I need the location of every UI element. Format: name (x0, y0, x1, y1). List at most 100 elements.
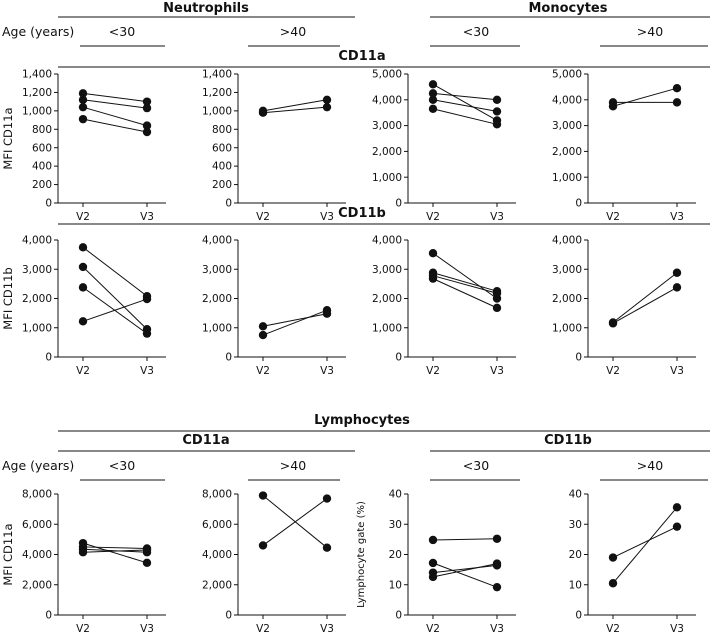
series-line (82, 549, 148, 553)
y-tick-label: 3,000 (22, 264, 52, 276)
data-point (492, 534, 502, 543)
data-point (322, 102, 332, 112)
y-tick-label: 30 (389, 519, 402, 531)
header-neutrophils: Neutrophils (163, 1, 249, 16)
y-tick-label: 1,000 (552, 322, 582, 334)
data-point (258, 541, 268, 550)
y-tick-label: 2,000 (202, 293, 232, 305)
data-point (492, 289, 502, 298)
series-line (262, 106, 328, 114)
series-line (432, 562, 498, 588)
data-point (142, 558, 152, 568)
series-line (82, 298, 148, 322)
y-tick-label: 4,000 (202, 549, 232, 561)
x-tick-label: V2 (606, 365, 620, 377)
age-young-neutrophils: <30 (109, 24, 135, 39)
x-tick-label: V2 (606, 211, 620, 223)
header-monocytes: Monocytes (528, 1, 607, 16)
header-lym-cd11b: CD11b (544, 433, 592, 448)
y-tick-label: 1,000 (22, 322, 52, 334)
data-point (78, 283, 88, 292)
x-tick-label: V2 (76, 365, 90, 377)
series-line (262, 99, 328, 112)
y-tick-label: 1,000 (372, 322, 402, 334)
y-tick-label: 1,400 (22, 69, 52, 81)
age-young-lym-cd11a: <30 (109, 458, 135, 473)
data-point (428, 95, 438, 105)
y-tick-label: 400 (32, 161, 52, 173)
age-old-monocytes: >40 (637, 24, 663, 39)
y-tick-label: 2,000 (372, 146, 402, 158)
y-tick-label: 0 (45, 352, 52, 364)
series-line (82, 542, 148, 564)
y-tick-label: 8,000 (22, 489, 52, 501)
x-tick-label: V3 (670, 211, 684, 223)
x-tick-label: V2 (256, 365, 270, 377)
y-axis-title: MFI CD11a (1, 523, 15, 585)
y-tick-label: 4,000 (22, 549, 52, 561)
chart-lym-cd11a-young: 0 2,000 4,000 6,000 8,000 V2 V3 MFI CD11a (1, 489, 166, 634)
series-line (432, 272, 498, 292)
data-point (142, 103, 152, 113)
y-tick-label: 1,000 (202, 322, 232, 334)
y-tick-label: 200 (32, 179, 52, 191)
x-tick-label: V2 (426, 623, 440, 634)
y-tick-label: 10 (569, 579, 582, 591)
y-tick-label: 5,000 (372, 69, 402, 81)
x-tick-label: V3 (320, 365, 334, 377)
y-axis-title: MFI CD11b (1, 267, 15, 329)
x-tick-label: V3 (490, 365, 504, 377)
data-point (322, 95, 332, 105)
series-line (82, 92, 148, 103)
chart-neu-cd11a-old: 0 200 400 600 800 1,000 1,200 1,400 V2 V3 (202, 69, 346, 223)
series-line (432, 538, 498, 541)
data-point (492, 559, 502, 568)
data-point (78, 114, 88, 124)
y-tick-label: 1,000 (22, 105, 52, 117)
data-point (78, 262, 88, 272)
header-lymphocytes: Lymphocytes (314, 413, 410, 428)
y-tick-label: 200 (212, 179, 232, 191)
data-point (142, 294, 152, 304)
y-tick-label: 0 (225, 198, 232, 210)
age-young-monocytes: <30 (463, 24, 489, 39)
data-point (492, 303, 502, 313)
series-line (612, 506, 678, 584)
data-point (142, 329, 152, 338)
series-line (612, 272, 678, 323)
x-tick-label: V3 (320, 211, 334, 223)
data-point (428, 535, 438, 545)
y-tick-label: 0 (45, 198, 52, 210)
series-line (432, 275, 498, 294)
y-tick-label: 4,000 (552, 235, 582, 247)
y-tick-label: 4,000 (372, 235, 402, 247)
age-label-lym: Age (years) (2, 458, 74, 473)
data-point (428, 89, 438, 98)
series-line (262, 498, 328, 546)
data-point (608, 579, 618, 588)
y-tick-label: 600 (32, 142, 52, 154)
x-tick-label: V3 (320, 623, 334, 634)
x-tick-label: V3 (670, 623, 684, 634)
chart-neu-cd11b-old: 0 1,000 2,000 3,000 4,000 V2 V3 (202, 235, 346, 377)
y-tick-label: 2,000 (22, 293, 52, 305)
header-lym-cd11a: CD11a (182, 433, 229, 448)
data-point (258, 322, 268, 331)
data-point (78, 102, 88, 112)
series-line (432, 108, 498, 125)
age-label-top: Age (years) (2, 24, 74, 39)
chart-mono-cd11a-old: 0 1,000 2,000 3,000 4,000 5,000 V2 V3 (552, 69, 696, 223)
y-tick-label: 1,000 (552, 172, 582, 184)
series-line (82, 266, 148, 330)
x-tick-label: V2 (76, 211, 90, 223)
data-point (322, 494, 332, 503)
data-point (428, 104, 438, 114)
y-tick-label: 2,000 (552, 146, 582, 158)
chart-neu-cd11a-young: 0 200 400 600 800 1,000 1,200 1,400 V2 V3 MFI CD11… (1, 69, 166, 223)
data-point (608, 102, 618, 111)
data-point (428, 248, 438, 258)
y-tick-label: 6,000 (202, 519, 232, 531)
series-line (82, 546, 148, 549)
y-tick-label: 3,000 (372, 264, 402, 276)
